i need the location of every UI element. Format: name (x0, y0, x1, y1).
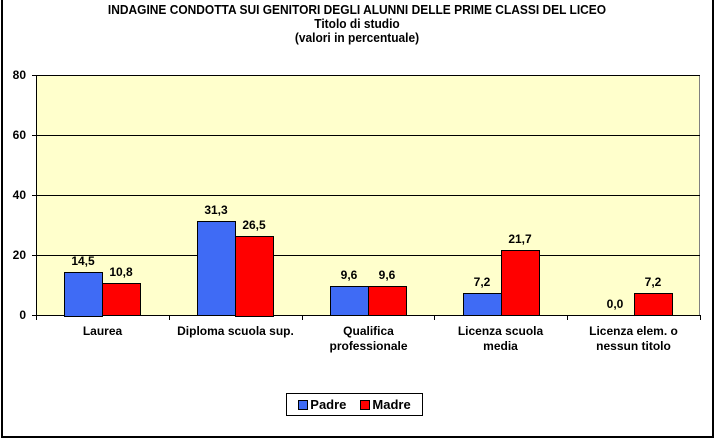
legend-label-madre: Madre (372, 397, 411, 412)
x-tick-label-line: Laurea (82, 324, 123, 338)
y-tick-label: 60 (12, 128, 26, 142)
gridline (36, 75, 700, 76)
x-tick (434, 315, 435, 320)
y-tick (32, 195, 36, 196)
x-tick-label-line: nessun titolo (596, 339, 671, 353)
x-tick (700, 315, 701, 320)
x-tick (567, 315, 568, 320)
x-tick-label-line: Licenza elem. o (589, 324, 678, 338)
legend-item-madre: Madre (360, 397, 411, 412)
x-tick-label: Diploma scuola sup. (169, 324, 302, 339)
chart-titles: INDAGINE CONDOTTA SUI GENITORI DEGLI ALU… (0, 3, 714, 45)
data-label: 0,0 (606, 297, 624, 311)
chart-subtitle-units: (valori in percentuale) (294, 30, 420, 45)
bar-madre (102, 283, 141, 316)
y-axis (36, 75, 37, 316)
bar-padre (197, 221, 236, 316)
bar-madre (368, 286, 407, 316)
data-label: 9,6 (378, 268, 396, 282)
padre-swatch-icon (298, 399, 309, 410)
gridline (36, 135, 700, 136)
x-tick-label: Qualifica professionale (302, 324, 435, 354)
x-tick-label: Laurea (36, 324, 169, 339)
y-tick (32, 255, 36, 256)
data-label: 9,6 (340, 268, 358, 282)
y-tick (32, 315, 36, 316)
bar-padre (463, 293, 502, 316)
x-tick-label-line: Diploma scuola sup. (177, 324, 294, 338)
bar-madre (634, 293, 673, 316)
x-tick-label: Licenza scuola media (434, 324, 567, 354)
bar-padre (330, 286, 369, 316)
data-label: 10,8 (109, 265, 133, 279)
x-tick-label-line: Qualifica (343, 324, 394, 338)
y-tick-label: 40 (12, 188, 26, 202)
x-tick-label-line: Licenza scuola (457, 324, 544, 338)
y-tick (32, 75, 36, 76)
madre-swatch-icon (360, 399, 371, 410)
legend-item-padre: Padre (298, 397, 346, 412)
gridline (36, 255, 700, 256)
y-tick-label: 0 (19, 308, 26, 322)
gridline (36, 195, 700, 196)
x-tick-label: Licenza elem. o nessun titolo (567, 324, 700, 354)
bar-madre (501, 250, 540, 316)
y-tick-label: 80 (12, 68, 26, 82)
data-label: 21,7 (508, 232, 532, 246)
y-tick (32, 135, 36, 136)
data-label: 7,2 (473, 275, 491, 289)
x-tick (169, 315, 170, 320)
x-tick-label-line: professionale (329, 339, 408, 353)
y-tick-label: 20 (12, 248, 26, 262)
legend-label-padre: Padre (310, 397, 347, 412)
legend: Padre Madre (286, 393, 423, 416)
bar-madre (235, 236, 274, 317)
chart-title: INDAGINE CONDOTTA SUI GENITORI DEGLI ALU… (107, 2, 607, 17)
x-tick (36, 315, 37, 320)
data-label: 7,2 (644, 275, 662, 289)
x-tick (302, 315, 303, 320)
x-tick-label-line: media (483, 339, 518, 353)
data-label: 14,5 (71, 254, 95, 268)
data-label: 26,5 (242, 218, 266, 232)
data-label: 31,3 (204, 203, 228, 217)
chart-subtitle: Titolo di studio (314, 16, 400, 31)
